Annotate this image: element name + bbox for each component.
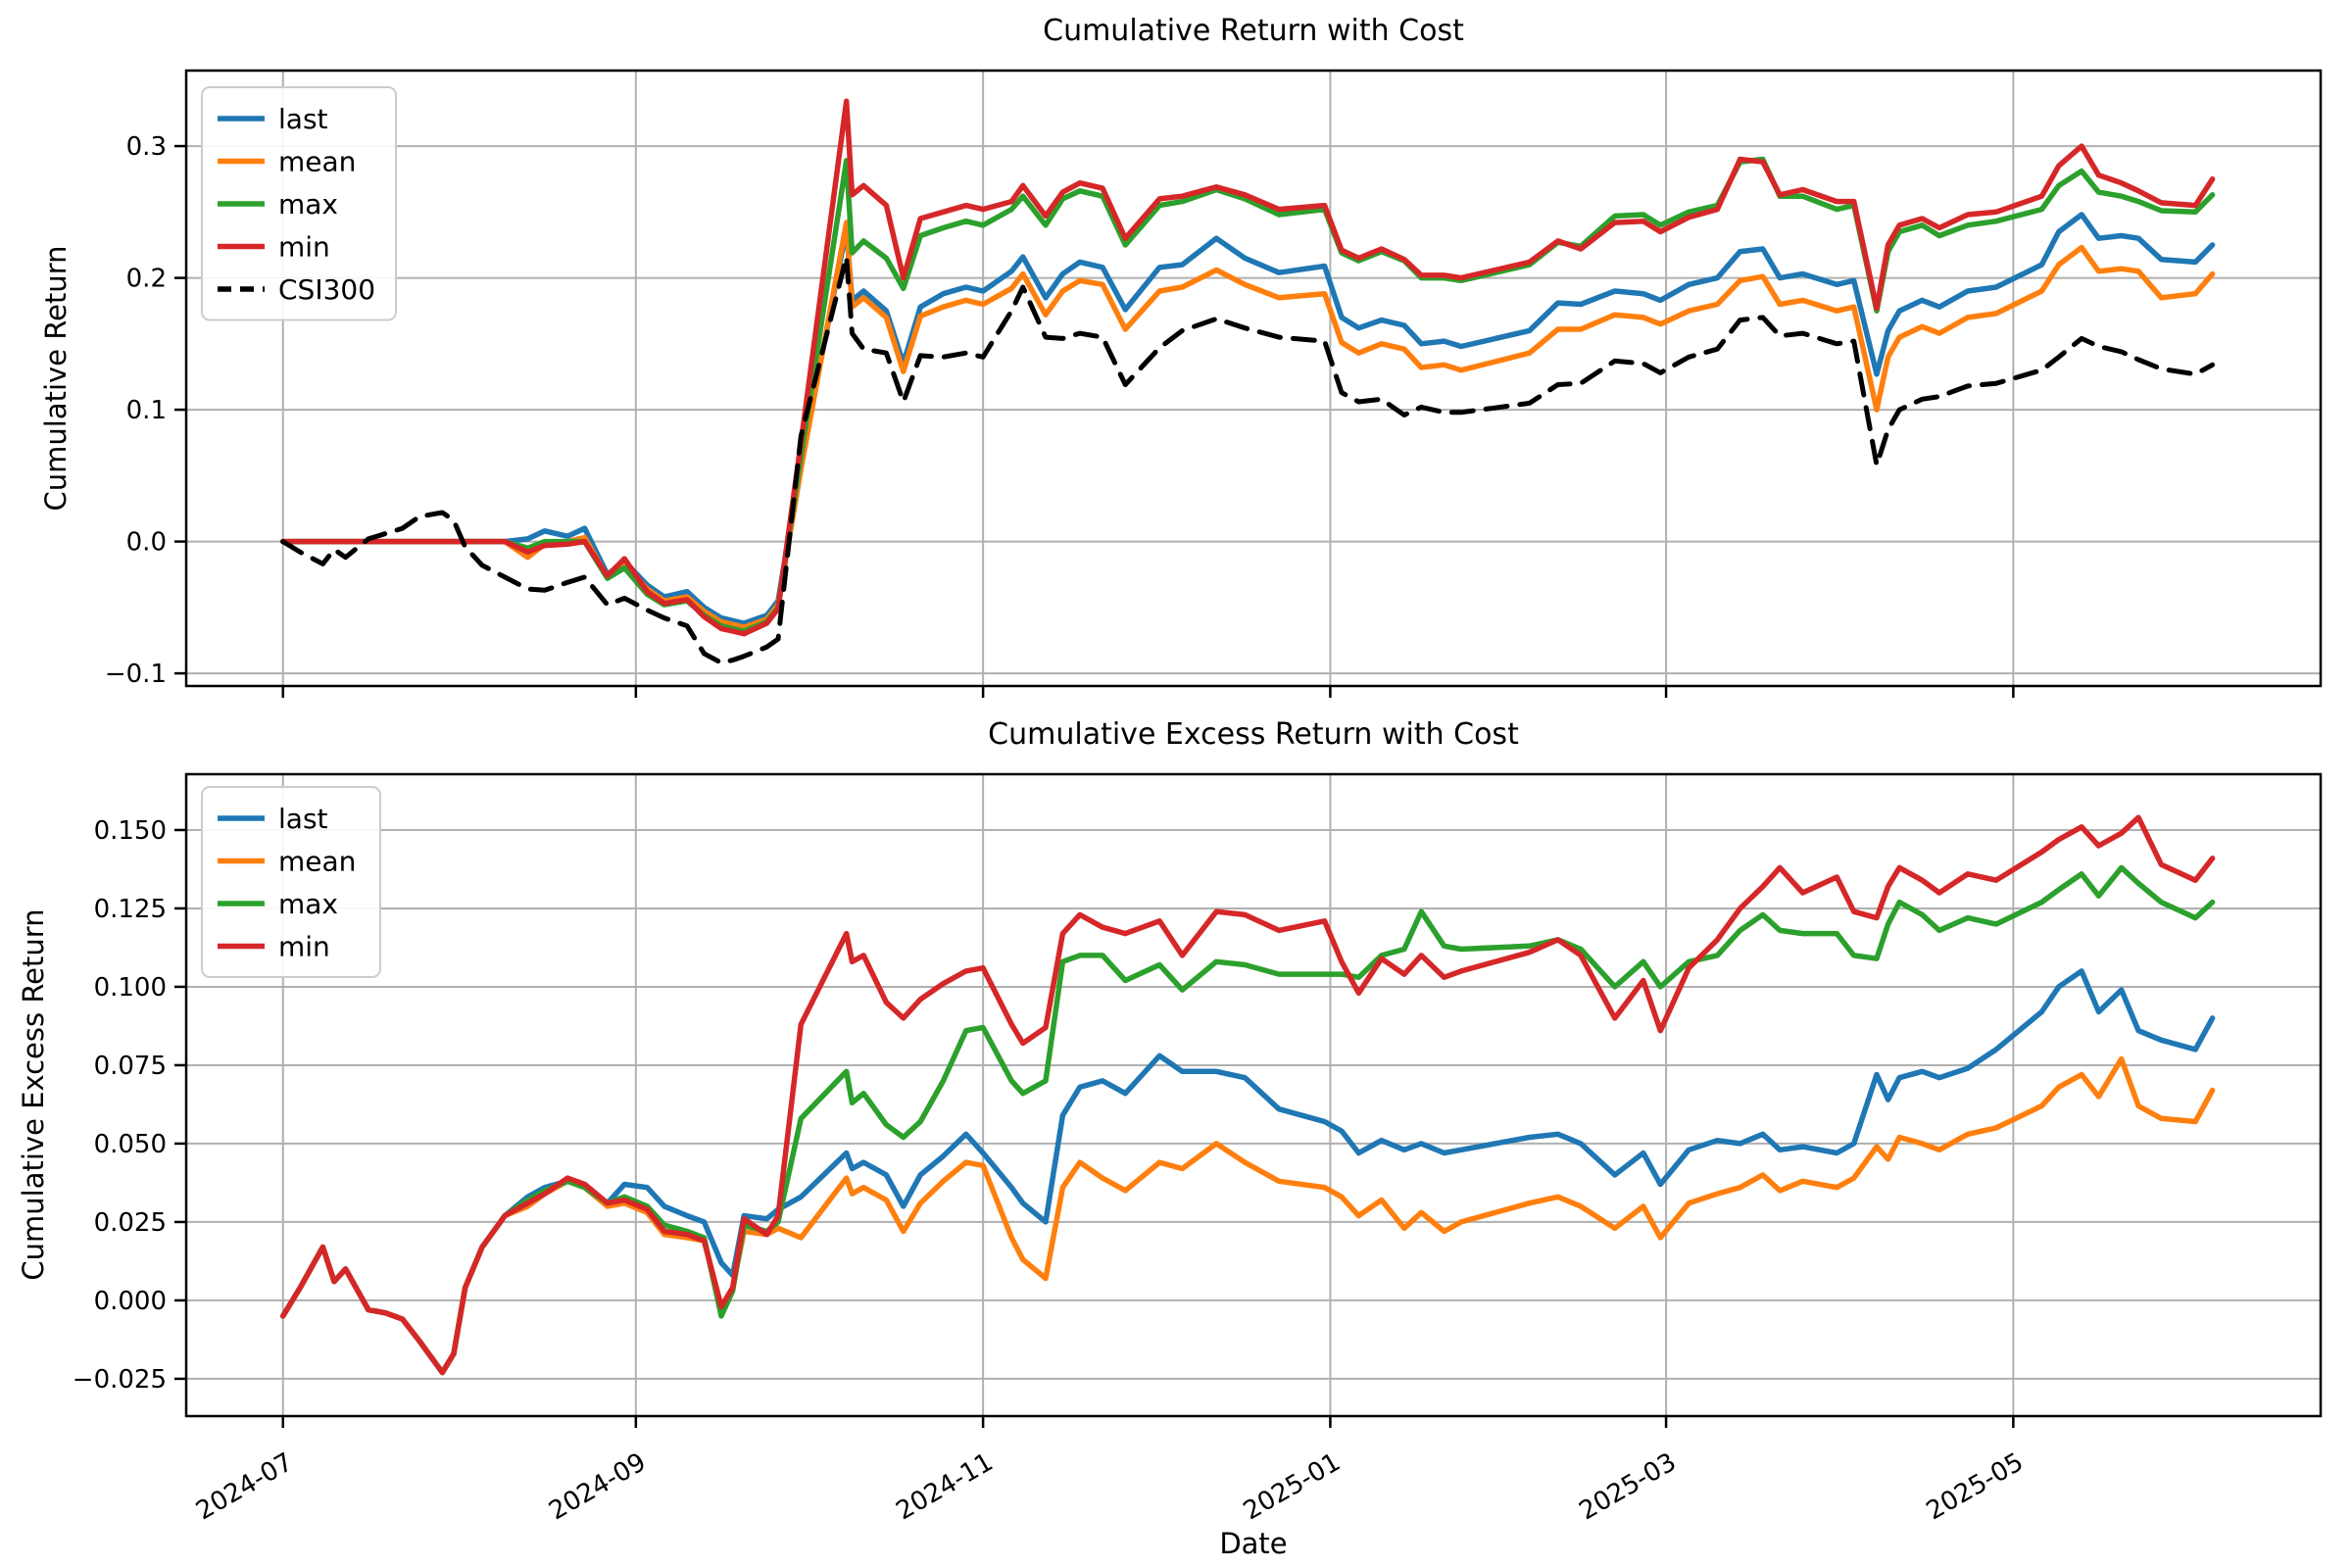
- y-tick-label: 0.075: [94, 1052, 167, 1081]
- legend-label-min: min: [278, 931, 330, 963]
- series-line-min: [279, 98, 2216, 637]
- y-tick-label: 0.2: [126, 265, 167, 294]
- plot-area-bottom: 2024-07 2024-09 2024-11 2025-01 2025-03 2025-…: [73, 772, 2323, 1526]
- y-tick-label: 0.150: [94, 816, 167, 846]
- legend-label-min: min: [278, 231, 330, 264]
- legend-label-last: last: [278, 803, 328, 835]
- y-tick-label: −0.1: [105, 660, 167, 689]
- legend-label-max: max: [278, 888, 338, 920]
- legend-box: [201, 786, 381, 978]
- x-tick-label: 2025-05: [1922, 1447, 2029, 1526]
- y-tick-label: 0.050: [94, 1130, 167, 1159]
- legend: last mean max min: [201, 786, 381, 978]
- top-chart-title: Cumulative Return with Cost: [1043, 14, 1464, 48]
- series-line-max: [279, 864, 2216, 1376]
- bottom-y-axis-label: Cumulative Excess Return: [17, 908, 50, 1281]
- y-tick-label: 0.100: [94, 973, 167, 1003]
- legend-label-mean: mean: [278, 146, 356, 178]
- series-line-min: [279, 814, 2216, 1376]
- series-line-last: [279, 968, 2216, 1376]
- legend-label-last: last: [278, 103, 328, 135]
- bottom-chart-title: Cumulative Excess Return with Cost: [988, 717, 1519, 752]
- plot-area-top: 0.3 0.2 0.1 0.0 −0.1 last mean max min CSI300: [105, 69, 2323, 698]
- series-line-max: [279, 156, 2216, 634]
- x-axis-label: Date: [1219, 1527, 1288, 1560]
- y-tick-label: 0.3: [126, 132, 167, 162]
- legend-label-max: max: [278, 188, 338, 220]
- plot-border: [184, 772, 2323, 1418]
- y-tick-label: 0.025: [94, 1208, 167, 1238]
- legend-label-csi300: CSI300: [278, 273, 375, 306]
- legend: last mean max min CSI300: [201, 86, 397, 321]
- series-line-mean: [279, 1055, 2216, 1376]
- y-tick-label: 0.1: [126, 396, 167, 425]
- x-tick-label: 2024-11: [892, 1447, 999, 1526]
- x-tick-label: 2025-01: [1239, 1447, 1346, 1526]
- x-tick-label: 2025-03: [1574, 1447, 1681, 1526]
- y-tick-label: 0.125: [94, 895, 167, 924]
- series-line-mean: [279, 220, 2216, 630]
- legend-label-mean: mean: [278, 846, 356, 878]
- top-y-axis-label: Cumulative Return: [39, 245, 73, 512]
- x-tick-label: 2024-07: [191, 1447, 298, 1526]
- legend-box: [201, 86, 397, 321]
- series-line-csi300: [280, 254, 2216, 665]
- y-tick-label: 0.0: [126, 528, 167, 558]
- y-tick-label: −0.025: [73, 1365, 167, 1395]
- plot-border: [184, 69, 2323, 688]
- x-tick-label: 2024-09: [544, 1447, 651, 1526]
- series-line-last: [279, 212, 2216, 626]
- y-tick-label: 0.000: [94, 1287, 167, 1316]
